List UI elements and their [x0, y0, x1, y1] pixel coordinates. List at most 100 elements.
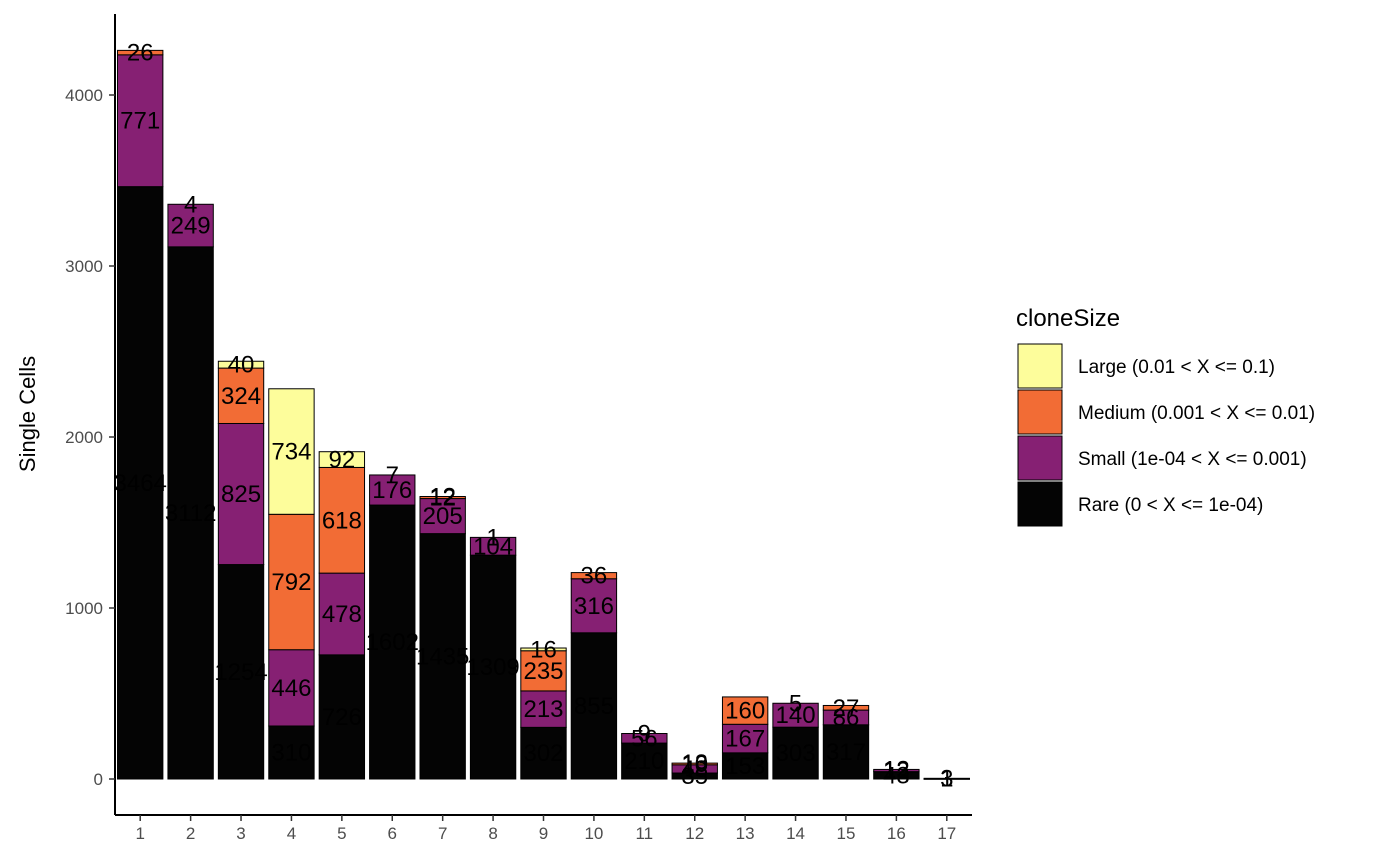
bar-label-3-0: 1254: [214, 659, 267, 686]
bar-label-10-2: 36: [581, 563, 608, 590]
bar-segment-9-0: [520, 726, 567, 780]
bar-label-13-2: 160: [725, 698, 765, 725]
bars-layer: [117, 49, 970, 780]
bar-segment-8-1: [469, 536, 517, 556]
bar-label-4-2: 792: [271, 569, 311, 596]
bar-segment-10-2: [570, 572, 618, 580]
legend-title: cloneSize: [1016, 305, 1120, 332]
bar-label-12-2: 10: [681, 751, 708, 778]
bar-segment-3-2: [217, 367, 265, 424]
bar-label-8-3: 1: [486, 524, 499, 551]
bar-label-12-0: 35: [681, 763, 708, 790]
bar-segment-3-3: [217, 360, 265, 369]
y-tick-label: 1000: [65, 599, 103, 618]
bar-label-4-0: 310: [271, 740, 311, 767]
bar-label-9-0: 302: [523, 740, 563, 767]
y-tick-label: 2000: [65, 428, 103, 447]
bar-label-4-3: 734: [271, 439, 311, 466]
y-axis-title: Single Cells: [15, 356, 40, 472]
bar-segment-6-1: [369, 474, 416, 506]
legend-swatch: [1017, 343, 1063, 389]
legend: cloneSize Large (0.01 < X <= 0.1) Medium …: [1016, 305, 1315, 527]
x-tick-label: 14: [786, 824, 805, 843]
bar-label-6-1: 176: [372, 477, 412, 504]
legend-swatch: [1017, 389, 1063, 435]
bar-segment-4-1: [268, 649, 315, 727]
bar-label-3-2: 324: [221, 383, 261, 410]
bar-label-7-2: 12: [429, 485, 456, 512]
bar-segment-7-2: [419, 496, 466, 500]
bar-label-10-0: 855: [574, 693, 614, 720]
bar-label-7-1: 205: [423, 503, 463, 530]
x-tick-label: 15: [837, 824, 856, 843]
x-tick-label: 2: [186, 824, 195, 843]
bar-label-1-1: 771: [120, 108, 160, 135]
x-tick-label: 4: [287, 824, 296, 843]
x-tick-label: 11: [635, 824, 653, 843]
bar-label-14-3: 5: [789, 690, 802, 717]
bar-label-13-0: 153: [725, 753, 765, 780]
bar-label-3-3: 40: [228, 352, 255, 379]
bar-label-5-0: 726: [322, 704, 362, 731]
bar-label-5-2: 618: [322, 507, 362, 534]
bar-label-17-1: 1: [940, 765, 953, 792]
bar-segment-5-3: [318, 451, 366, 468]
y-ticks: 0 1000 2000 3000 4000: [65, 86, 115, 789]
bar-label-5-3: 92: [328, 447, 355, 474]
bar-segment-4-0: [268, 725, 315, 780]
bar-label-13-1: 167: [725, 726, 765, 753]
bar-label-2-3: 4: [184, 191, 197, 218]
bar-label-7-0: 1435: [416, 643, 469, 670]
bar-label-14-1: 140: [776, 702, 816, 729]
bar-segment-1-1: [117, 54, 164, 188]
bar-segment-5-1: [318, 572, 366, 656]
bar-label-3-1: 825: [221, 481, 261, 508]
x-tick-label: 12: [685, 824, 704, 843]
bar-label-12-1: 48: [681, 756, 708, 783]
legend-label: Medium (0.001 < X <= 0.01): [1078, 403, 1315, 424]
bar-label-4-1: 446: [271, 675, 311, 702]
bar-segment-5-2: [318, 466, 366, 574]
bar-label-8-0: 1309: [466, 654, 519, 681]
bar-segment-12-2: [671, 762, 718, 766]
x-tick-label: 10: [584, 824, 603, 843]
bar-segment-16-1: [873, 768, 920, 773]
bar-label-10-1: 316: [574, 593, 614, 620]
bar-segment-1-2: [117, 49, 164, 56]
bar-segment-10-0: [570, 632, 618, 780]
x-tick-label: 6: [388, 824, 397, 843]
x-tick-label: 7: [438, 824, 447, 843]
bar-segment-2-0: [167, 246, 214, 780]
bar-segment-6-0: [369, 504, 416, 780]
bar-segment-17-1: [923, 777, 970, 780]
bar-label-6-0: 1602: [366, 629, 419, 656]
bar-label-5-1: 478: [322, 601, 362, 628]
legend-swatch: [1017, 481, 1063, 527]
bar-segment-8-0: [469, 554, 517, 780]
x-tick-label: 16: [887, 824, 906, 843]
bar-label-11-0: 210: [624, 748, 664, 775]
bar-label-15-0: 317: [826, 739, 866, 766]
bar-segment-7-1: [419, 498, 466, 535]
legend-label: Small (1e-04 < X <= 0.001): [1078, 449, 1307, 470]
bar-segment-7-0: [419, 533, 466, 780]
bar-segment-15-0: [822, 724, 870, 780]
bar-segment-13-0: [721, 752, 769, 780]
bar-label-1-2: 26: [127, 40, 154, 67]
y-tick-label: 0: [94, 770, 103, 789]
bar-label-15-2: 27: [833, 695, 860, 722]
bar-segment-2-1: [167, 203, 214, 248]
bar-segment-13-2: [721, 696, 769, 725]
bar-segment-15-2: [822, 704, 870, 711]
bar-segment-14-1: [772, 702, 819, 728]
x-tick-label: 3: [236, 824, 245, 843]
bar-label-8-1: 104: [473, 533, 513, 560]
y-tick-label: 4000: [65, 86, 103, 105]
bar-label-1-0: 3464: [114, 470, 167, 497]
bar-label-2-0: 3112: [165, 500, 217, 527]
bar-segment-4-2: [268, 513, 315, 651]
bar-label-11-1: 56: [631, 725, 658, 752]
bar-label-6-3: 7: [386, 462, 399, 489]
bar-label-17-0: 3: [940, 766, 953, 793]
